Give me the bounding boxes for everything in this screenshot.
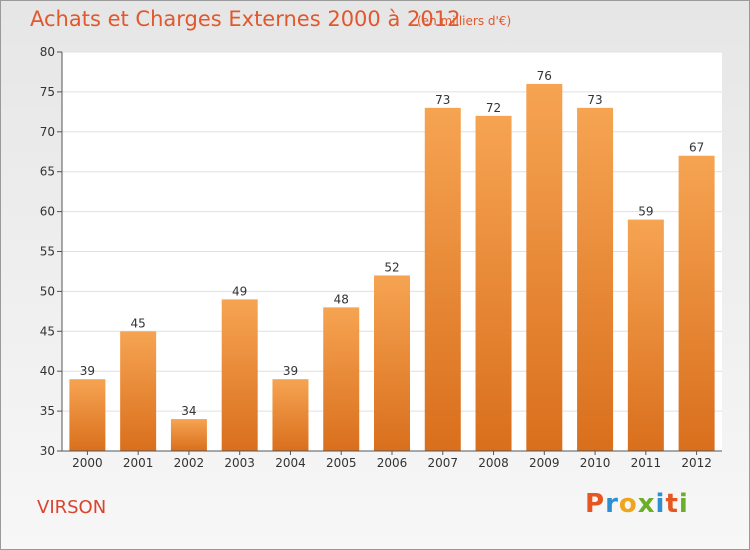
data-label: 72 <box>486 101 501 115</box>
data-label: 39 <box>80 364 95 378</box>
x-tick-label: 2009 <box>529 456 560 470</box>
y-tick-label: 40 <box>40 364 55 378</box>
y-tick-label: 30 <box>40 444 55 458</box>
logo-letter: t <box>665 489 679 519</box>
bar[interactable] <box>627 219 664 451</box>
data-label: 48 <box>334 292 349 306</box>
x-tick-label: 2011 <box>631 456 662 470</box>
bar[interactable] <box>272 379 309 451</box>
y-tick-label: 50 <box>40 284 55 298</box>
bars <box>69 83 715 452</box>
data-label: 73 <box>587 93 602 107</box>
logo-letter: x <box>637 489 656 519</box>
bar[interactable] <box>374 275 410 451</box>
logo-letter: P <box>585 489 606 519</box>
bar[interactable] <box>678 155 715 452</box>
y-tick-label: 70 <box>40 125 55 139</box>
y-tick-label: 45 <box>40 324 55 338</box>
y-tick-label: 65 <box>40 165 55 179</box>
x-tick-label: 2005 <box>326 456 357 470</box>
y-tick-label: 35 <box>40 404 55 418</box>
y-tick-label: 75 <box>40 85 55 99</box>
axes: 30 35 40 45 50 55 60 65 70 75 80 2000 2001 2002 2003 20… <box>40 45 722 470</box>
bar[interactable] <box>323 307 360 451</box>
y-tick-label: 60 <box>40 205 55 219</box>
data-label: 76 <box>537 69 552 83</box>
proxiti-logo[interactable]: Proxiti <box>585 489 689 519</box>
bar[interactable] <box>475 115 512 451</box>
x-tick-label: 2012 <box>681 456 712 470</box>
data-label: 34 <box>181 404 196 418</box>
data-label: 59 <box>638 205 653 219</box>
x-tick-label: 2007 <box>427 456 458 470</box>
x-tick-label: 2000 <box>72 456 103 470</box>
y-tick-label: 55 <box>40 245 55 259</box>
logo-letter: i <box>678 489 689 519</box>
logo-letter: o <box>618 489 638 519</box>
x-tick-label: 2008 <box>478 456 509 470</box>
x-tick-label: 2001 <box>123 456 154 470</box>
x-tick-label: 2002 <box>174 456 205 470</box>
data-label: 73 <box>435 93 450 107</box>
x-tick-label: 2006 <box>377 456 408 470</box>
bar[interactable] <box>120 331 157 451</box>
chart-title: Achats et Charges Externes 2000 à 2012 <box>30 7 461 31</box>
x-tick-label: 2010 <box>580 456 611 470</box>
commune-name: VIRSON <box>37 497 107 518</box>
data-label: 52 <box>384 260 399 274</box>
data-label: 39 <box>283 364 298 378</box>
bar[interactable] <box>170 419 207 451</box>
bar[interactable] <box>526 83 563 452</box>
value-labels: 39 45 34 49 39 48 52 73 72 76 73 59 67 <box>80 69 705 418</box>
y-tick-label: 80 <box>40 45 55 59</box>
logo-letter: i <box>655 489 666 519</box>
x-tick-label: 2003 <box>224 456 255 470</box>
bar[interactable] <box>577 107 614 452</box>
x-tick-label: 2004 <box>275 456 306 470</box>
data-label: 49 <box>232 284 247 298</box>
bar[interactable] <box>69 379 106 451</box>
bar[interactable] <box>221 299 258 451</box>
data-label: 45 <box>131 316 146 330</box>
data-label: 67 <box>689 141 704 155</box>
bar[interactable] <box>424 107 461 452</box>
logo-letter: r <box>605 489 619 519</box>
chart-subtitle: (en milliers d'€) <box>417 14 512 28</box>
